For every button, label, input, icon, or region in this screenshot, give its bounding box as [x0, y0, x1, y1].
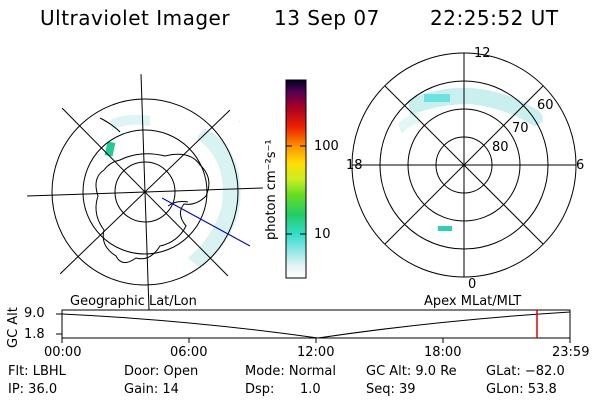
plot-x-tick-1200: 12:00 [297, 345, 335, 360]
plot-y-tick-9: 9.0 [24, 306, 45, 321]
date-label: 13 Sep 07 [274, 6, 380, 30]
plot-x-tick-1800: 18:00 [424, 345, 462, 360]
mlt-label-18: 18 [346, 158, 363, 173]
gain-info: Gain: 14 [124, 382, 179, 397]
lat-label-80: 80 [492, 140, 509, 155]
dsp-label: Dsp: [245, 382, 275, 397]
plot-y-tick-1-8: 1.8 [24, 327, 45, 342]
plot-x-tick-2359: 23:59 [552, 345, 590, 360]
mlt-label-6: 6 [576, 158, 585, 173]
geographic-map [27, 74, 263, 310]
glon-info: GLon: 53.8 [486, 382, 557, 397]
plot-left-title: Geographic Lat/Lon [70, 294, 197, 309]
continent-outline [95, 153, 210, 263]
gc-alt-info: GC Alt: 9.0 Re [366, 364, 457, 379]
aurora-oval-left [188, 128, 241, 268]
plot-right-title: Apex MLat/MLT [424, 294, 522, 309]
mlt-label-12: 12 [474, 46, 491, 61]
ip-info: IP: 36.0 [8, 382, 58, 397]
colorbar-tick-10: 10 [314, 227, 331, 242]
colorbar-unit-label: photon cm⁻²s⁻¹ [264, 139, 279, 240]
ground-track [161, 197, 251, 247]
altitude-curve [61, 311, 571, 339]
plot-x-tick-0600: 06:00 [170, 345, 208, 360]
lat-label-70: 70 [512, 121, 529, 136]
mode-info: Mode: Normal [245, 364, 336, 379]
lat-label-60: 60 [537, 98, 554, 113]
seq-info: Seq: 39 [366, 382, 416, 397]
time-label: 22:25:52 UT [430, 6, 559, 30]
glat-info: GLat: −82.0 [486, 364, 565, 379]
filter-info: Flt: LBHL [8, 364, 66, 379]
color-scale [285, 79, 307, 279]
dsp-value: 1.0 [300, 382, 321, 397]
title-label: Ultraviolet Imager [40, 6, 231, 30]
mlt-map [351, 52, 577, 278]
altitude-plot [56, 309, 571, 343]
colorbar-tick-100: 100 [314, 139, 339, 154]
aurora-patch [104, 141, 116, 157]
plot-x-tick-0000: 00:00 [44, 345, 82, 360]
door-info: Door: Open [124, 364, 199, 379]
plot-y-axis-label: GC Alt [6, 307, 21, 348]
mlt-label-0: 0 [468, 277, 477, 292]
